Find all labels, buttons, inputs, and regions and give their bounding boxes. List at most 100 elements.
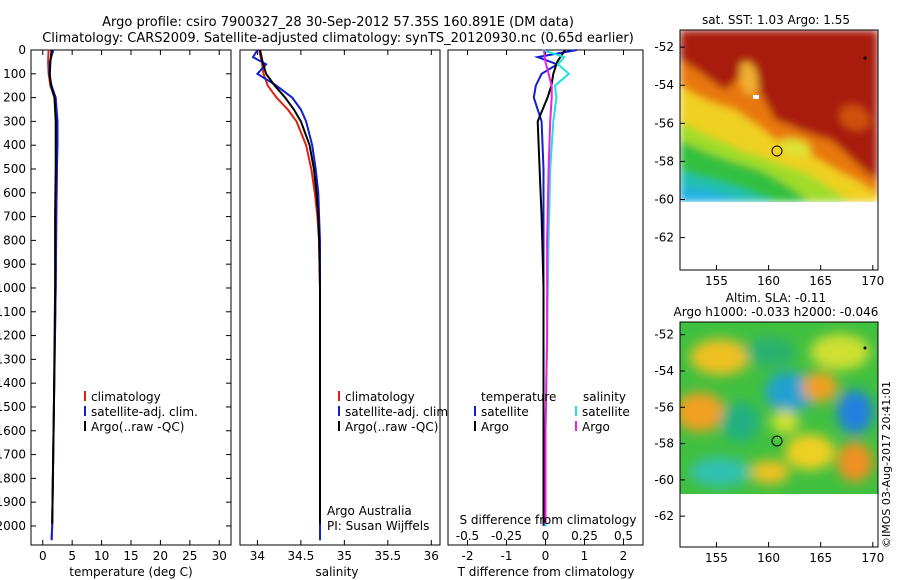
legend-label-argo: Argo(..raw -QC) [345,420,438,434]
sla-lat-ticks: -52 -54 -56 -58 -60 -62 [654,328,685,523]
depth-tick-label: 1900 [0,495,26,509]
series-line-salinity-argo [542,49,553,524]
depth-tick-label: 1000 [0,281,26,295]
lat-tick-label: -52 [654,40,674,54]
x-tick-label: 36 [424,549,439,563]
salinity-plot-frame [239,49,441,546]
salinity-axis-ticks: 34 34.5 35 35.5 36 [250,50,439,563]
x-tick-label: 35.5 [374,549,401,563]
series-line-argo-raw-qc- [259,49,321,524]
sla-map-panel: -52 -54 -56 -58 -60 -62 155 160 165 170 [654,321,884,565]
legend-label-s-argo: Argo [582,420,610,434]
x-tick-label: 1 [581,549,589,563]
lat-tick-label: -62 [654,231,674,245]
title-line-2: Climatology: CARS2009. Satellite-adjuste… [42,31,634,46]
salinity-profiles [251,49,321,541]
salinity-xlabel: salinity [315,565,358,579]
depth-tick-label: 1600 [0,424,26,438]
legend-label-satellite: satellite-adj. clim. [91,405,198,419]
depth-tick-label: 1300 [0,352,26,366]
lat-tick-label: -60 [654,193,674,207]
sla-profile-location-marker [771,435,783,447]
legend-label-t-satellite: satellite [481,405,529,419]
org-note: Argo Australia [327,504,412,518]
imos-credit: ©IMOS 03-Aug-2017 20:41:01 [880,381,893,548]
s-diff-tick-label: -0.25 [491,529,522,543]
x-tick-label: 34.5 [288,549,315,563]
x-tick-label: 2 [620,549,628,563]
s-difference-axis-ticks: -0.5 -0.25 0 0.25 0.5 [456,529,633,543]
legend-heading-salinity: salinity [583,390,626,404]
legend-label-climatology: climatology [345,390,415,404]
x-tick-label: 35 [337,549,352,563]
temperature-axis-ticks: 0 5 10 15 20 25 30 [39,50,227,563]
lat-tick-label: -56 [654,400,674,414]
pi-note: PI: Susan Wijffels [327,519,429,533]
depth-tick-label: 800 [3,233,26,247]
lat-tick-label: -56 [654,116,674,130]
lon-tick-label: 170 [861,551,884,565]
depth-tick-label: 1200 [0,329,26,343]
depth-tick-label: 300 [3,114,26,128]
lat-tick-label: -58 [654,154,674,168]
t-difference-axis-ticks: -2 -1 0 1 2 [462,50,628,563]
s-diff-tick-label: -0.5 [456,529,479,543]
depth-axis-ticks: 0 100 200 300 400 500 600 700 800 900 1000 1100 1200… [0,43,231,533]
sst-lat-ticks: -52 -54 -56 -58 -60 -62 [654,40,685,245]
salinity-panel: 34 34.5 35 35.5 36 salinity climatology sate… [239,49,452,579]
temperature-profiles [47,49,59,541]
depth-tick-label: 2000 [0,519,26,533]
depth-tick-label: 400 [3,138,26,152]
sla-map-frame [679,321,879,548]
depth-tick-label: 700 [3,210,26,224]
difference-legend: temperature salinity satellite Argo sate… [474,390,630,434]
depth-tick-label: 1100 [0,305,26,319]
sla-map-title-2: Argo h1000: -0.033 h2000: -0.046 [674,305,879,319]
lon-tick-label: 155 [705,274,728,288]
salinity-legend: climatology satellite-adj. clim. Argo(..… [338,390,452,434]
lat-tick-label: -58 [654,437,674,451]
s-difference-xlabel: S difference from climatology [460,513,637,527]
lat-tick-label: -60 [654,473,674,487]
s-diff-tick-label: 0 [542,529,550,543]
x-tick-label: 5 [68,549,76,563]
series-line-temperature-argo [536,49,566,524]
t-difference-xlabel: T difference from climatology [457,565,635,579]
x-tick-label: 20 [153,549,168,563]
x-tick-label: -2 [462,549,474,563]
lon-tick-label: 160 [757,274,780,288]
legend-label-t-argo: Argo [481,420,509,434]
x-tick-label: 10 [94,549,109,563]
sst-map-plot [680,30,878,270]
lat-tick-label: -62 [654,509,674,523]
depth-tick-label: 1700 [0,448,26,462]
sst-map-title: sat. SST: 1.03 Argo: 1.55 [702,13,850,27]
depth-tick-label: 1500 [0,400,26,414]
legend-label-s-satellite: satellite [582,405,630,419]
depth-tick-label: 0 [18,43,26,57]
x-tick-label: 34 [250,549,265,563]
depth-tick-label: 500 [3,162,26,176]
sst-map-panel: -52 -54 -56 -58 -60 -62 155 160 165 170 [654,29,884,288]
depth-tick-label: 100 [3,67,26,81]
legend-label-argo: Argo(..raw -QC) [91,420,184,434]
sla-map-plot [680,322,878,547]
temperature-plot-frame [30,49,232,546]
x-tick-label: -1 [501,549,513,563]
x-tick-label: 0 [542,549,550,563]
sla-lon-ticks: 155 160 165 170 [705,542,884,565]
depth-tick-label: 1400 [0,376,26,390]
temperature-panel: 0100200300400500600700800900100011001200… [0,43,232,579]
depth-tick-label: 200 [3,91,26,105]
legend-label-satellite: satellite-adj. clim. [345,405,452,419]
difference-panel: -2 -1 0 1 2 -0.5 -0.25 0 0.25 0.5 T difference f… [447,49,644,579]
depth-tick-label: 900 [3,257,26,271]
s-diff-tick-label: 0.5 [614,529,633,543]
lon-tick-label: 160 [757,551,780,565]
legend-heading-temperature: temperature [481,390,556,404]
series-line-argo-raw-qc- [48,49,57,524]
sst-profile-location-marker [771,145,783,157]
lon-tick-label: 170 [861,274,884,288]
x-tick-label: 0 [39,549,47,563]
